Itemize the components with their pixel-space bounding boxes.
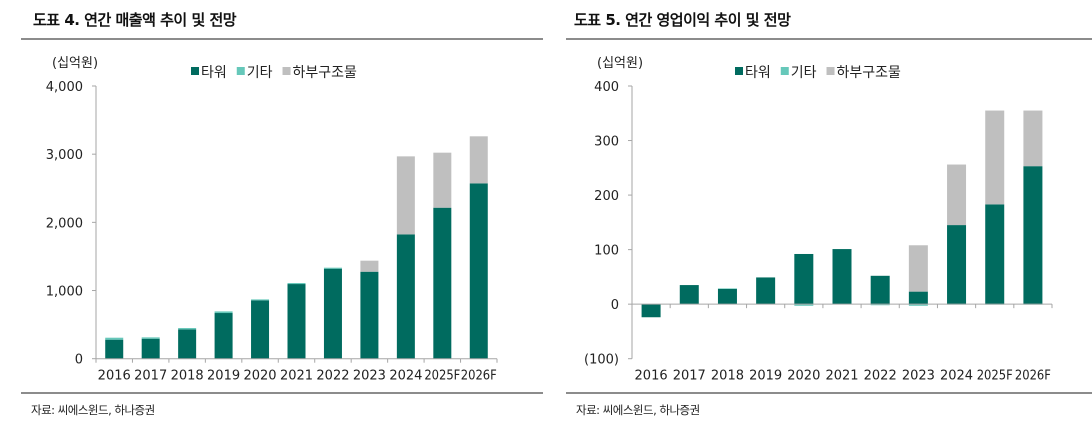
bar-타워-2016 [105,339,124,359]
y-tick-label: 3,000 [46,148,83,163]
legend-swatch-기타 [780,67,789,75]
x-tick-label: 2016 [98,369,131,384]
bar-기타-2021 [287,283,306,285]
unit-label: (십억원) [52,56,98,71]
bar-타워-2022 [870,275,890,305]
legend-swatch-기타 [236,67,245,75]
legend-label: 기타 [791,65,817,81]
bar-하부구조물-2024 [947,164,967,226]
footer-divider [566,392,1092,394]
y-tick-label: (100) [584,353,619,368]
bar-타워-2026F [1023,166,1043,305]
bar-기타-2019 [214,311,233,314]
x-tick-label: 2021 [280,369,313,384]
bar-기타-2017 [141,337,160,339]
x-tick-label: 2017 [134,369,167,384]
legend-label: 타워 [745,65,771,81]
x-tick-label: 2018 [171,369,204,384]
x-tick-label: 2022 [864,369,897,384]
bar-타워-2020 [794,253,814,305]
chart-title-operating-profit: 도표 5. 연간 영업이익 추이 및 전망 [574,11,791,29]
bar-하부구조물-2026F [469,136,488,184]
source-note-revenue: 자료: 씨에스윈드, 하나증권 [31,403,155,417]
y-tick-label: 1,000 [46,285,83,300]
y-tick-label: 4,000 [46,80,83,95]
bar-타워-2024 [947,225,967,305]
x-tick-label: 2019 [207,369,240,384]
bar-타워-2019 [756,277,776,305]
bar-기타-2022 [870,304,890,306]
y-tick-label: 400 [594,80,619,95]
y-tick-label: 200 [594,189,619,204]
bar-타워-2021 [832,249,852,305]
x-tick-label: 2025F [424,369,460,384]
bar-하부구조물-2026F [1023,110,1043,167]
bar-타워-2018 [717,288,737,305]
bar-타워-2025F [985,204,1005,305]
x-tick-label: 2025F [977,369,1013,384]
x-tick-label: 2019 [749,369,782,384]
bar-타워-2018 [178,329,197,359]
header-divider [21,38,543,40]
legend-swatch-하부구조물 [826,67,835,75]
y-tick-label: 300 [594,135,619,150]
bar-기타-2016 [105,337,124,340]
x-tick-label: 2021 [825,369,858,384]
x-tick-label: 2026F [461,369,497,384]
y-tick-label: 100 [594,244,619,259]
legend-label: 타워 [201,65,227,81]
bar-하부구조물-2024 [396,156,415,235]
x-tick-label: 2017 [673,369,706,384]
header-divider [566,38,1092,40]
bar-기타-2018 [717,288,737,289]
x-tick-label: 2020 [787,369,820,384]
source-note-operating-profit: 자료: 씨에스윈드, 하나증권 [576,403,700,417]
bar-기타-2022 [323,267,342,269]
y-tick-label: 0 [611,298,619,313]
bar-타워-2016 [641,304,661,318]
bar-하부구조물-2025F [985,110,1005,205]
x-tick-label: 2026F [1015,369,1051,384]
bar-타워-2026F [469,183,488,359]
x-tick-label: 2020 [243,369,276,384]
x-tick-label: 2023 [353,369,386,384]
y-tick-label: 0 [75,353,83,368]
bar-타워-2022 [323,268,342,359]
legend-swatch-타워 [735,67,743,75]
x-tick-label: 2016 [635,369,668,384]
bar-타워-2023 [360,271,379,359]
bar-타워-2025F [433,207,452,359]
legend-swatch-하부구조물 [282,67,291,75]
legend-label: 기타 [247,65,273,81]
bar-기타-2020 [251,299,270,301]
bar-하부구조물-2023 [908,245,928,292]
bar-기타-2020 [794,304,814,306]
bar-타워-2019 [214,313,233,359]
x-tick-label: 2018 [711,369,744,384]
legend-swatch-타워 [191,67,199,75]
bar-타워-2024 [396,234,415,359]
x-tick-label: 2024 [389,369,422,384]
legend-label: 하부구조물 [837,65,902,81]
chart-title-revenue: 도표 4. 연간 매출액 추이 및 전망 [33,11,237,29]
bar-타워-2021 [287,284,306,359]
legend-label: 하부구조물 [293,65,358,81]
bar-하부구조물-2025F [433,152,452,208]
x-tick-label: 2024 [940,369,973,384]
bar-하부구조물-2023 [360,260,379,272]
footer-divider [21,392,543,394]
bar-타워-2017 [141,338,160,359]
x-tick-label: 2022 [316,369,349,384]
bar-타워-2023 [908,291,928,305]
bar-기타-2018 [178,328,197,330]
unit-label: (십억원) [597,56,643,71]
bar-타워-2020 [251,300,270,359]
bar-타워-2017 [679,285,699,305]
y-tick-label: 2,000 [46,216,83,231]
x-tick-label: 2023 [902,369,935,384]
bar-기타-2023 [908,304,928,306]
